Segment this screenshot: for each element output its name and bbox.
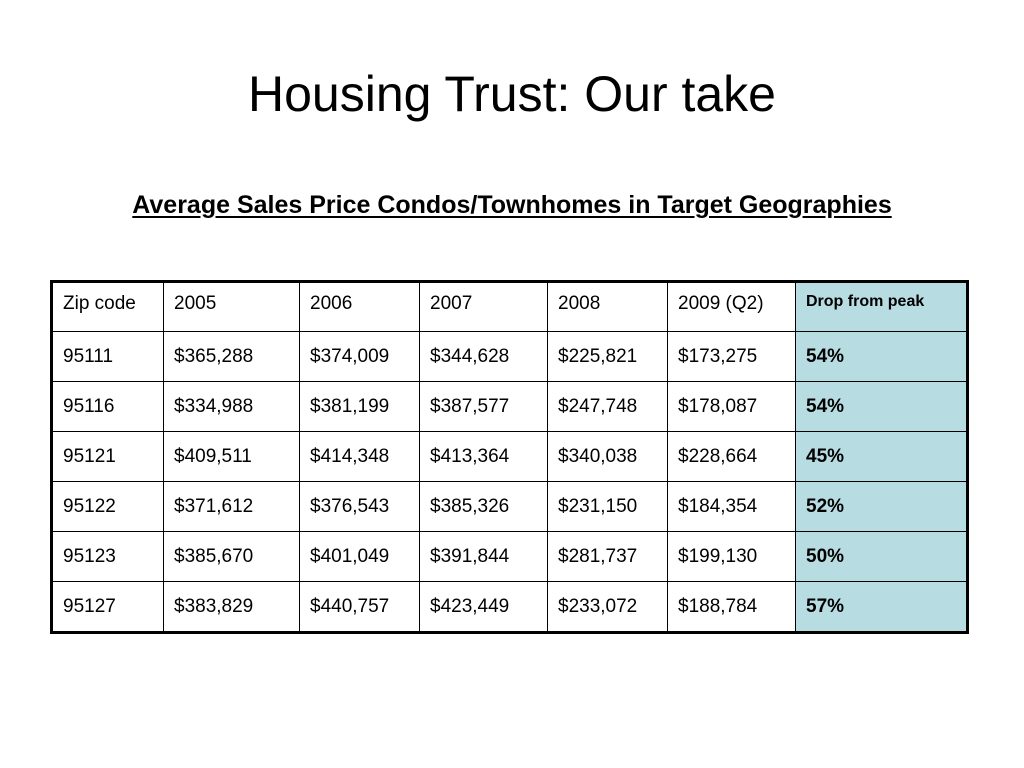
price-cell: $233,072	[547, 581, 668, 633]
price-cell: $334,988	[163, 381, 300, 432]
table-row: 95121 $409,511 $414,348 $413,364 $340,03…	[51, 431, 968, 482]
price-cell: $387,577	[419, 381, 548, 432]
price-cell: $199,130	[667, 531, 796, 582]
table-subtitle: Average Sales Price Condos/Townhomes in …	[132, 191, 892, 219]
table-row: 95123 $385,670 $401,049 $391,844 $281,73…	[51, 531, 968, 582]
price-cell: $173,275	[667, 331, 796, 382]
price-cell: $381,199	[299, 381, 420, 432]
price-cell: $184,354	[667, 481, 796, 532]
header-cell-2008: 2008	[547, 281, 668, 332]
price-cell: $231,150	[547, 481, 668, 532]
table-row: 95122 $371,612 $376,543 $385,326 $231,15…	[51, 481, 968, 532]
price-cell: $401,049	[299, 531, 420, 582]
price-cell: $188,784	[667, 581, 796, 633]
price-cell: $228,664	[667, 431, 796, 482]
drop-cell: 54%	[795, 331, 968, 382]
price-cell: $374,009	[299, 331, 420, 382]
drop-cell: 45%	[795, 431, 968, 482]
price-cell: $371,612	[163, 481, 300, 532]
table-row: 95127 $383,829 $440,757 $423,449 $233,07…	[51, 581, 968, 633]
price-cell: $413,364	[419, 431, 548, 482]
price-cell: $365,288	[163, 331, 300, 382]
price-cell: $225,821	[547, 331, 668, 382]
sales-price-table: Zip code 2005 2006 2007 2008 2009 (Q2) D…	[50, 280, 969, 634]
zip-cell: 95116	[51, 381, 164, 432]
table-header-row: Zip code 2005 2006 2007 2008 2009 (Q2) D…	[51, 281, 968, 332]
drop-cell: 52%	[795, 481, 968, 532]
drop-cell: 57%	[795, 581, 968, 633]
price-cell: $178,087	[667, 381, 796, 432]
zip-cell: 95122	[51, 481, 164, 532]
price-cell: $340,038	[547, 431, 668, 482]
header-cell-2006: 2006	[299, 281, 420, 332]
price-cell: $385,670	[163, 531, 300, 582]
zip-cell: 95111	[51, 331, 164, 382]
price-cell: $247,748	[547, 381, 668, 432]
price-cell: $344,628	[419, 331, 548, 382]
zip-cell: 95123	[51, 531, 164, 582]
price-cell: $385,326	[419, 481, 548, 532]
drop-cell: 54%	[795, 381, 968, 432]
price-cell: $440,757	[299, 581, 420, 633]
price-cell: $423,449	[419, 581, 548, 633]
table-row: 95116 $334,988 $381,199 $387,577 $247,74…	[51, 381, 968, 432]
price-cell: $409,511	[163, 431, 300, 482]
price-cell: $414,348	[299, 431, 420, 482]
header-cell-drop: Drop from peak	[795, 281, 968, 332]
slide-title: Housing Trust: Our take	[247, 66, 776, 122]
price-cell: $281,737	[547, 531, 668, 582]
zip-cell: 95121	[51, 431, 164, 482]
header-cell-2009: 2009 (Q2)	[667, 281, 796, 332]
header-cell-zip: Zip code	[51, 281, 164, 332]
price-cell: $383,829	[163, 581, 300, 633]
drop-cell: 50%	[795, 531, 968, 582]
table-row: 95111 $365,288 $374,009 $344,628 $225,82…	[51, 331, 968, 382]
header-cell-2007: 2007	[419, 281, 548, 332]
price-cell: $391,844	[419, 531, 548, 582]
zip-cell: 95127	[51, 581, 164, 633]
header-cell-2005: 2005	[163, 281, 300, 332]
price-cell: $376,543	[299, 481, 420, 532]
